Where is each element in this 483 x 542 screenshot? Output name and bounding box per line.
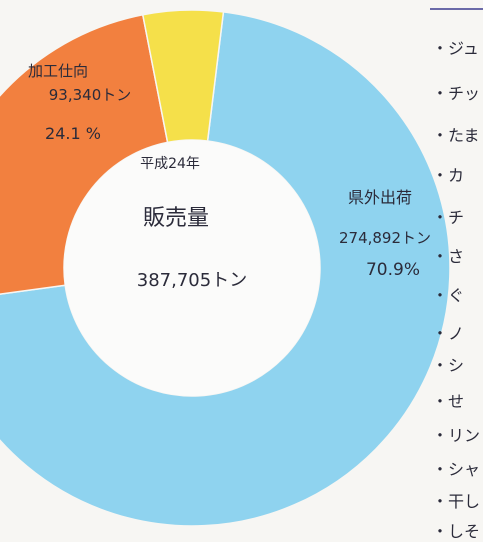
side-list-item: ・カ — [432, 166, 465, 185]
side-list-item: ・さ — [432, 247, 465, 266]
side-list-item: ・しそ — [432, 522, 481, 541]
slice-percent-kakou: 24.1 % — [45, 124, 101, 143]
side-list-item: ・リン — [432, 426, 481, 445]
side-list-item: ・ぐ — [432, 286, 465, 305]
slice-label-kakou: 加工仕向 — [28, 62, 88, 80]
slice-amount-kengai: 274,892トン — [339, 229, 431, 247]
side-list-item: ・ノ — [432, 324, 465, 343]
side-list-item: ・シ — [432, 356, 465, 375]
side-list-item: ・シャ — [432, 460, 481, 479]
side-list-item: ・チ — [432, 208, 465, 227]
center-value-label: 387,705トン — [137, 270, 247, 291]
center-year-label: 平成24年 — [140, 156, 200, 172]
side-list-item: ・チッ — [432, 84, 481, 103]
donut-hole — [64, 140, 320, 396]
donut-slices — [0, 9, 451, 527]
side-list-item: ・ジュ — [432, 39, 479, 58]
slice-amount-kakou: 93,340トン — [49, 86, 132, 104]
side-list-item: ・干し — [432, 492, 481, 511]
center-title-label: 販売量 — [143, 206, 209, 231]
slice-label-kengai: 県外出荷 — [348, 188, 412, 207]
slice-percent-kengai: 70.9% — [366, 260, 420, 280]
list-top-border — [430, 0, 483, 10]
side-list-item: ・せ — [432, 392, 465, 411]
side-list-item: ・たま — [432, 126, 480, 145]
